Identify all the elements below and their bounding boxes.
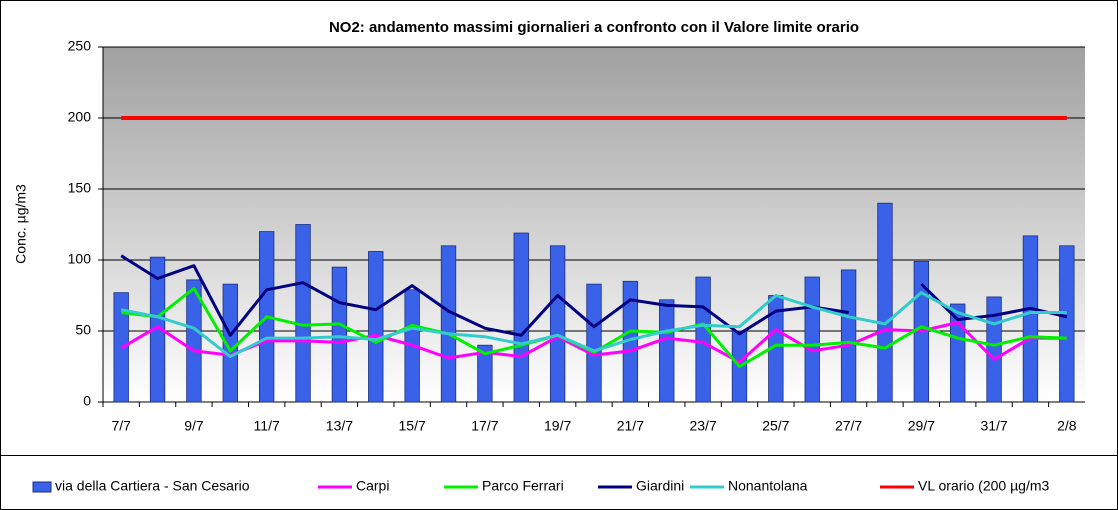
legend-swatch <box>32 481 52 493</box>
bar <box>950 303 966 403</box>
bar <box>295 224 311 403</box>
bar <box>477 344 493 403</box>
x-tick-label: 19/7 <box>544 418 571 434</box>
bar <box>440 245 457 403</box>
y-axis-label: Conc. µg/m3 <box>13 184 29 264</box>
bar <box>513 232 529 403</box>
y-tick-label: 50 <box>75 322 91 338</box>
x-tick-label: 17/7 <box>471 418 498 434</box>
y-tick-label: 250 <box>68 38 92 54</box>
x-tick-label: 2/8 <box>1057 418 1077 434</box>
line-series <box>120 291 1067 359</box>
legend-label: Parco Ferrari <box>482 478 564 494</box>
bar <box>695 276 711 403</box>
x-tick-label: 13/7 <box>326 418 353 434</box>
bar <box>840 269 857 403</box>
x-tick-label: 31/7 <box>980 418 1007 434</box>
bar <box>986 296 1002 403</box>
x-tick-label: 7/7 <box>111 418 131 434</box>
legend-label: Carpi <box>356 478 389 494</box>
bar <box>1022 235 1039 403</box>
y-tick-label: 200 <box>68 109 92 125</box>
x-tick-label: 25/7 <box>762 418 789 434</box>
bar <box>659 299 675 403</box>
bar <box>368 251 384 403</box>
legend-label: Nonantolana <box>728 478 808 494</box>
x-tick-label: 15/7 <box>399 418 426 434</box>
bar <box>186 279 202 403</box>
bar <box>877 202 893 403</box>
x-tick-label: 27/7 <box>835 418 862 434</box>
x-tick-label: 29/7 <box>908 418 935 434</box>
bar <box>804 276 820 403</box>
chart-title: NO2: andamento massimi giornalieri a con… <box>329 19 859 36</box>
x-tick-label: 21/7 <box>617 418 644 434</box>
x-tick-label: 11/7 <box>254 418 280 434</box>
y-tick-label: 0 <box>83 393 91 409</box>
line-series <box>120 321 1067 364</box>
y-tick-label: 150 <box>68 180 92 196</box>
y-tick-label: 100 <box>68 251 92 267</box>
bar <box>331 266 348 403</box>
legend-label: via della Cartiera - San Cesario <box>55 478 250 494</box>
x-tick-label: 23/7 <box>689 418 716 434</box>
bar <box>586 283 602 403</box>
bar <box>549 245 566 403</box>
legend-label: Giardini <box>636 478 684 494</box>
legend-label: VL orario (200 µg/m3 <box>918 478 1049 494</box>
bar <box>1059 245 1075 403</box>
x-tick-label: 9/7 <box>184 418 204 434</box>
title-box <box>228 16 960 38</box>
